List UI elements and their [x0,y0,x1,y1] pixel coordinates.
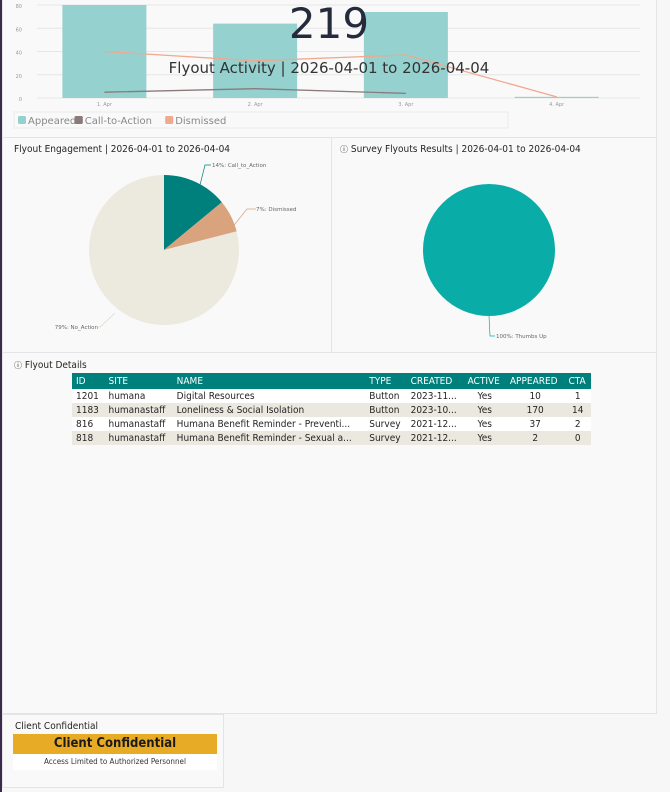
column-header[interactable]: SITE [104,373,173,389]
table-cell: 170 [505,403,565,417]
engagement-pie[interactable]: 14%: Call_to_Action 7%: Dismissed 79%: No_… [0,155,330,355]
column-header[interactable]: ACTIVE [463,373,506,389]
table-cell: Yes [463,403,506,417]
table-cell: Humana Benefit Reminder - Sexual a... [172,431,366,445]
table-cell: humana [104,389,173,403]
column-header[interactable]: APPEARED [505,373,565,389]
legend-item[interactable]: Call-to-Action [85,116,152,127]
x-tick-label: 1. Apr [97,102,113,108]
y-tick-label: 20 [16,74,22,80]
divider [2,352,657,353]
slice-label: 79%: No_Action [55,325,99,331]
table-row[interactable]: 1183 humanastaff Loneliness & Social Isola… [72,403,591,417]
left-border [0,0,2,792]
column-header[interactable]: ID [72,373,105,389]
column-header[interactable]: CTA [564,373,591,389]
table-cell: 2 [564,417,591,431]
table-cell: 2021-12... [406,417,464,431]
confidential-panel: Client Confidential Client Confidential … [2,714,224,788]
table-cell: 2021-12... [406,431,464,445]
legend-item[interactable]: Dismissed [175,116,226,127]
survey-title: ⓘ Survey Flyouts Results | 2026-04-01 to… [340,144,581,155]
legend-swatch [18,116,26,124]
column-header[interactable]: TYPE [365,373,407,389]
table-cell: Loneliness & Social Isolation [172,403,366,417]
slice-label: 7%: Dismissed [256,207,296,213]
details-title-text: Flyout Details [24,360,87,371]
y-tick-label: 40 [16,51,22,57]
leader-line [196,164,211,198]
table-cell: 1201 [72,389,105,403]
table-cell: 1 [564,389,591,403]
engagement-title: Flyout Engagement | 2026-04-01 to 2026-0… [14,144,231,155]
table-cell: Humana Benefit Reminder - Preventi... [172,417,366,431]
slice-label: 14%: Call_to_Action [212,163,267,169]
survey-pie[interactable]: 100%: Thumbs Up [332,155,657,355]
legend-swatch [74,116,83,124]
legend-item[interactable]: Appeared [28,116,76,127]
pie-slice [164,175,222,250]
table-cell: humanastaff [104,431,173,445]
table-cell: 0 [564,431,591,445]
y-tick-label: 80 [16,4,22,10]
bar-appeared [514,96,599,98]
info-icon[interactable]: ⓘ [340,145,348,154]
table-cell: 1183 [72,403,105,417]
table-cell: Survey [365,417,407,431]
y-tick-label: 0 [19,97,22,103]
table-cell: 2023-10... [406,403,464,417]
column-header[interactable]: CREATED [406,373,464,389]
table-cell: Yes [463,431,506,445]
table-cell: 818 [72,431,105,445]
table-cell: Yes [463,417,506,431]
y-tick-label: 60 [16,27,22,33]
survey-title-text: Survey Flyouts Results | 2026-04-01 to 2… [350,144,581,155]
confidential-subtext: Access Limited to Authorized Personnel [13,754,217,770]
table-cell: 14 [564,403,591,417]
line-call-to-action [104,88,406,94]
table-cell: 2023-11... [406,389,464,403]
activity-title: Flyout Activity | 2026-04-01 to 2026-04-… [169,59,490,77]
table-cell: Yes [463,389,506,403]
column-header[interactable]: NAME [172,373,366,389]
pie-slice [423,184,555,316]
slice-label: 100%: Thumbs Up [496,334,547,340]
table-row[interactable]: 816 humanastaff Humana Benefit Reminder - … [72,417,591,431]
table-cell: humanastaff [104,403,173,417]
line-dismissed [104,50,557,98]
table-cell: Button [365,403,407,417]
x-tick-label: 2. Apr [248,102,264,108]
table-row[interactable]: 818 humanastaff Humana Benefit Reminder - … [72,431,591,445]
table-cell: 2 [505,431,565,445]
table-cell: Digital Resources [172,389,366,403]
divider [331,137,332,352]
divider [2,137,657,138]
info-icon[interactable]: ⓘ [14,361,22,370]
table-row[interactable]: 1201 humana Digital Resources Button 2023-11… [72,389,591,403]
pie-slice [164,202,237,250]
confidential-banner: Client Confidential [13,734,217,754]
table-cell: 10 [505,389,565,403]
x-tick-label: 3. Apr [398,102,414,108]
table-cell: humanastaff [104,417,173,431]
table-cell: 816 [72,417,105,431]
table-cell: Survey [365,431,407,445]
table-cell: 37 [505,417,565,431]
pie-slice [89,175,239,325]
leader-line [230,208,256,230]
table-cell: Button [365,389,407,403]
flyout-details-table: ID SITE NAME TYPE CREATED ACTIVE APPEARED CTA 12… [72,373,591,445]
confidential-label: Client Confidential [15,721,99,732]
flyout-activity-chart: 0 20 40 60 80 1. Apr 2. Apr 3. Apr 4. Apr 219 Fl… [13,0,640,129]
legend-swatch [165,116,174,124]
kpi-value: 219 [289,0,369,48]
leader-line [98,312,116,328]
details-title: ⓘ Flyout Details [14,360,87,371]
x-tick-label: 4. Apr [549,102,565,108]
leader-line [488,315,495,337]
